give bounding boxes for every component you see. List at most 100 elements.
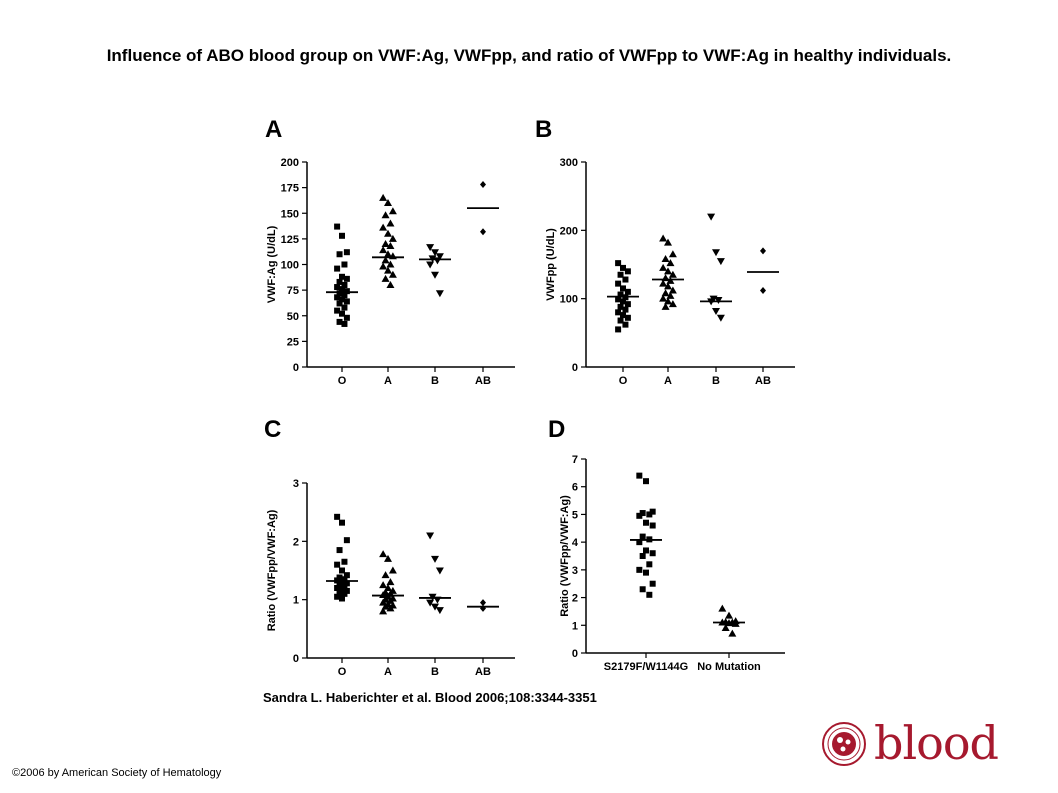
data-point <box>339 286 345 293</box>
data-point <box>643 547 649 554</box>
data-point <box>334 307 341 314</box>
data-point <box>480 599 486 607</box>
data-point <box>386 242 395 250</box>
data-point <box>341 590 348 597</box>
data-point <box>381 211 390 219</box>
data-point <box>386 260 395 268</box>
data-point <box>339 296 345 303</box>
data-point <box>334 593 341 600</box>
data-point <box>646 511 653 518</box>
y-axis-label: VWFpp (U/dL) <box>545 228 557 301</box>
data-point <box>622 321 629 328</box>
blood-seal-icon <box>822 722 866 766</box>
data-point <box>336 290 343 297</box>
y-tick-label: 200 <box>560 225 578 237</box>
data-point <box>643 478 649 485</box>
data-point <box>664 238 672 246</box>
data-point <box>636 566 643 573</box>
data-point <box>661 302 670 310</box>
data-point <box>480 181 486 189</box>
y-tick-label: 125 <box>281 234 299 246</box>
data-point <box>721 624 730 632</box>
data-point <box>649 550 656 557</box>
x-category-label: AB <box>755 375 771 387</box>
data-point <box>615 296 622 303</box>
panel-label: A <box>265 116 282 143</box>
data-point <box>615 326 622 333</box>
data-point <box>379 246 388 254</box>
data-point <box>668 286 677 294</box>
data-point <box>343 314 350 321</box>
data-point <box>384 266 392 274</box>
data-point <box>718 604 727 612</box>
data-point <box>336 318 343 325</box>
y-tick-label: 100 <box>560 294 578 306</box>
panel-label: C <box>264 416 281 443</box>
data-point <box>661 289 670 297</box>
y-tick-label: 300 <box>560 157 578 169</box>
data-point <box>426 244 435 252</box>
data-point <box>620 285 626 292</box>
data-point <box>624 314 631 321</box>
data-point <box>624 288 631 295</box>
y-tick-label: 50 <box>287 311 299 323</box>
data-point <box>336 278 343 285</box>
data-point <box>760 286 766 294</box>
y-tick-label: 25 <box>287 336 299 348</box>
data-point <box>381 274 390 282</box>
x-category-label: A <box>384 375 392 387</box>
data-point <box>339 586 345 593</box>
data-point <box>646 591 653 598</box>
x-category-label: B <box>431 666 439 678</box>
y-tick-label: 0 <box>572 648 578 660</box>
data-point <box>435 290 444 298</box>
y-tick-label: 1 <box>572 620 578 632</box>
x-category-label: No Mutation <box>697 661 761 673</box>
data-point <box>388 207 397 215</box>
data-point <box>386 604 395 612</box>
data-point <box>431 249 439 257</box>
data-point <box>343 572 350 579</box>
data-point <box>431 603 439 611</box>
data-point <box>341 261 348 268</box>
data-point <box>334 294 341 301</box>
y-tick-label: 6 <box>572 482 578 494</box>
data-point <box>339 567 345 574</box>
data-point <box>649 580 656 587</box>
data-point <box>636 512 643 519</box>
data-point <box>617 317 624 324</box>
data-point <box>339 273 345 280</box>
data-point <box>620 312 626 319</box>
data-point <box>426 532 435 540</box>
data-point <box>649 522 656 529</box>
data-point <box>624 301 631 308</box>
x-category-label: AB <box>475 666 491 678</box>
x-category-label: O <box>338 375 347 387</box>
data-point <box>659 294 668 302</box>
data-point <box>659 279 668 287</box>
data-point <box>426 599 435 607</box>
y-axis-label: Ratio (VWFpp/VWF:Ag) <box>559 495 571 617</box>
data-point <box>431 271 439 279</box>
data-point <box>341 292 348 299</box>
y-tick-label: 3 <box>572 565 578 577</box>
data-point <box>712 249 720 257</box>
data-point <box>384 229 392 237</box>
data-point <box>343 580 350 587</box>
data-point <box>480 228 486 236</box>
chart-panel-d: D 0 1 2 3 4 5 6 7 Ratio (VWFpp/VWF:Ag) S2179F/W114… <box>548 416 785 673</box>
data-point <box>343 298 350 305</box>
data-point <box>646 561 653 568</box>
y-tick-label: 2 <box>572 593 578 605</box>
data-point <box>728 629 737 637</box>
data-point <box>384 250 392 258</box>
data-point <box>435 607 444 615</box>
data-point <box>435 567 444 575</box>
x-category-label: O <box>619 375 628 387</box>
data-point <box>386 578 395 586</box>
data-point <box>664 267 672 275</box>
panel-label: B <box>535 116 552 143</box>
copyright: ©2006 by American Society of Hematology <box>12 767 222 779</box>
